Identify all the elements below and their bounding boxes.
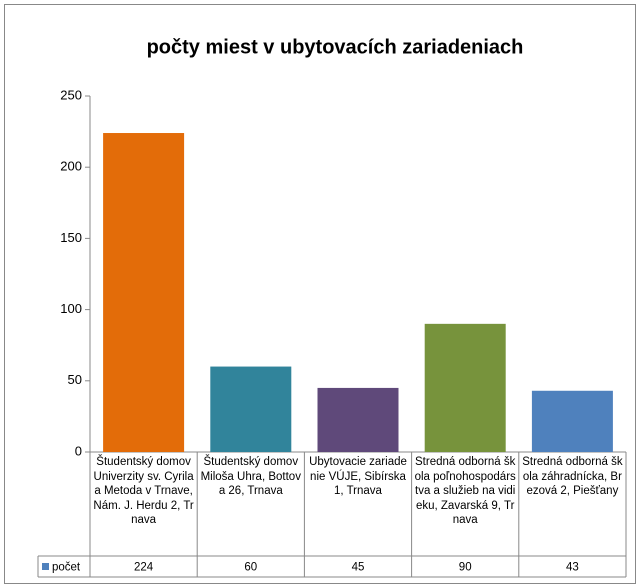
- value-label: 60: [244, 562, 257, 574]
- category-label: Študentský domov Univerzity sv. Cyrila a…: [93, 456, 194, 526]
- y-tick-label: 50: [68, 372, 82, 387]
- y-tick-label: 0: [75, 443, 82, 458]
- chart-title: počty miest v ubytovacích zariadeniach: [147, 36, 524, 58]
- y-tick-label: 250: [60, 87, 82, 102]
- y-tick-label: 200: [60, 159, 82, 174]
- value-label: 90: [459, 562, 472, 574]
- value-label: 43: [566, 562, 579, 574]
- legend-label: počet: [52, 562, 81, 574]
- bar: [103, 133, 185, 453]
- category-label: Ubytovacie zariadenie VÚJE, Sibírska 1, …: [309, 456, 407, 497]
- category-label: Študentský domov Miloša Uhra, Bottova 26…: [200, 456, 301, 497]
- legend-swatch: [42, 563, 49, 570]
- y-tick-label: 150: [60, 230, 82, 245]
- value-label: 45: [352, 562, 365, 574]
- bar: [424, 323, 506, 452]
- bar: [317, 387, 399, 452]
- category-label: Stredná odborná škola poľnohospodárstva …: [414, 456, 516, 526]
- bar: [531, 390, 613, 452]
- category-label: Stredná odborná škola záhradnícka, Brezo…: [522, 456, 623, 497]
- bar: [210, 366, 292, 452]
- value-label: 224: [134, 562, 154, 574]
- y-tick-label: 100: [60, 301, 82, 316]
